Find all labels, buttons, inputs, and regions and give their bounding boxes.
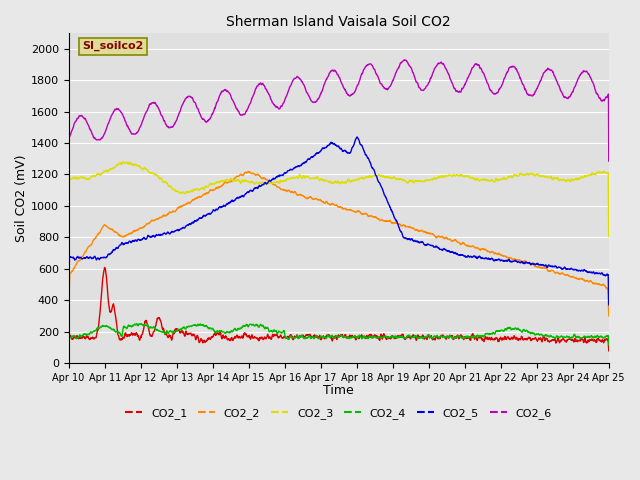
CO2_2 <box>589 281 597 287</box>
CO2_4 <box>314 333 321 338</box>
CO2_5 <box>92 256 100 262</box>
CO2_2 <box>314 197 321 203</box>
CO2_3 <box>589 171 597 177</box>
CO2_4 <box>589 335 597 340</box>
CO2_6 <box>605 158 612 164</box>
CO2_3 <box>328 180 335 186</box>
CO2_6 <box>313 97 321 103</box>
CO2_5 <box>313 150 321 156</box>
CO2_3 <box>314 175 321 180</box>
CO2_2 <box>605 313 612 319</box>
Line: CO2_4: CO2_4 <box>68 324 609 351</box>
CO2_6 <box>490 91 498 97</box>
Title: Sherman Island Vaisala Soil CO2: Sherman Island Vaisala Soil CO2 <box>227 15 451 29</box>
CO2_5 <box>589 269 597 275</box>
CO2_4 <box>490 331 498 336</box>
CO2_3 <box>589 171 597 177</box>
Legend: CO2_1, CO2_2, CO2_3, CO2_4, CO2_5, CO2_6: CO2_1, CO2_2, CO2_3, CO2_4, CO2_5, CO2_6 <box>121 404 556 423</box>
CO2_2 <box>65 316 72 322</box>
CO2_1 <box>65 344 72 350</box>
CO2_3 <box>92 172 100 178</box>
CO2_4 <box>605 342 612 348</box>
Y-axis label: Soil CO2 (mV): Soil CO2 (mV) <box>15 154 28 242</box>
CO2_2 <box>328 201 335 207</box>
CO2_6 <box>401 57 408 63</box>
CO2_5 <box>589 269 597 275</box>
CO2_6 <box>589 81 597 87</box>
CO2_3 <box>120 159 127 165</box>
X-axis label: Time: Time <box>323 384 354 397</box>
CO2_1 <box>314 335 321 340</box>
CO2_1 <box>490 336 498 342</box>
Line: CO2_1: CO2_1 <box>68 267 609 351</box>
CO2_5 <box>490 258 498 264</box>
CO2_3 <box>490 179 498 185</box>
CO2_1 <box>605 348 612 354</box>
CO2_1 <box>328 336 335 342</box>
CO2_4 <box>65 348 72 354</box>
CO2_1 <box>589 338 597 344</box>
Line: CO2_2: CO2_2 <box>68 172 609 319</box>
CO2_4 <box>589 335 597 341</box>
CO2_3 <box>605 234 612 240</box>
CO2_4 <box>92 327 100 333</box>
CO2_1 <box>589 337 597 343</box>
CO2_2 <box>490 251 498 256</box>
CO2_2 <box>92 234 100 240</box>
CO2_5 <box>353 134 361 140</box>
CO2_2 <box>245 169 253 175</box>
Line: CO2_5: CO2_5 <box>68 137 609 311</box>
CO2_4 <box>138 321 145 326</box>
CO2_6 <box>328 68 335 73</box>
CO2_3 <box>65 268 72 274</box>
CO2_5 <box>65 308 72 313</box>
CO2_5 <box>605 302 612 308</box>
CO2_2 <box>589 280 597 286</box>
Text: SI_soilco2: SI_soilco2 <box>82 41 143 51</box>
CO2_6 <box>589 80 597 86</box>
CO2_1 <box>100 264 108 270</box>
Line: CO2_6: CO2_6 <box>68 60 609 251</box>
CO2_5 <box>328 139 335 145</box>
CO2_4 <box>328 333 335 339</box>
CO2_6 <box>65 248 72 254</box>
Line: CO2_3: CO2_3 <box>68 162 609 271</box>
CO2_1 <box>92 335 100 340</box>
CO2_6 <box>92 136 100 142</box>
